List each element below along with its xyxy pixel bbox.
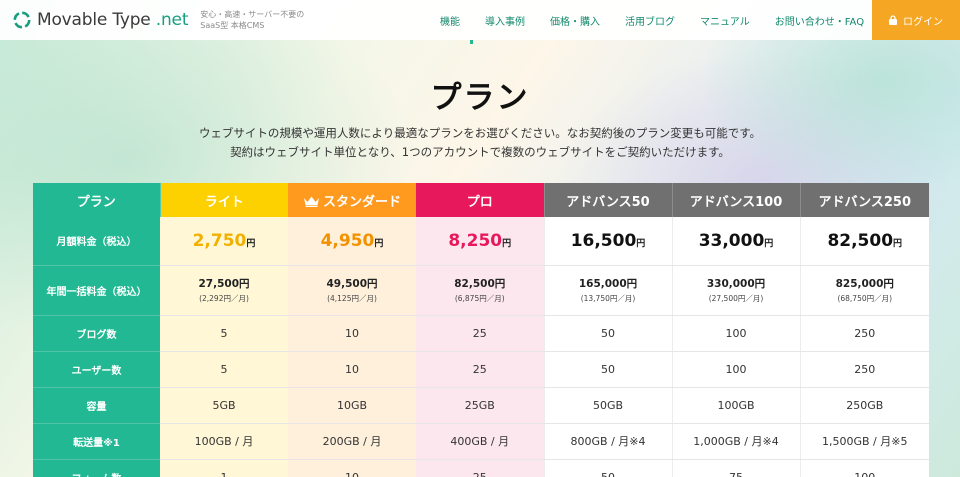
row-label: 容量 <box>33 387 160 424</box>
crown-icon <box>303 196 319 207</box>
table-cell: 800GB / 月※4 <box>543 423 672 460</box>
row-label: ブログ数 <box>33 315 160 352</box>
plan-name-advance50: アドバンス50 <box>543 183 672 217</box>
table-row: ユーザー数 5 10 25 50 100 250 <box>33 351 929 388</box>
annual-price: 49,500円 (4,125円／月) <box>288 265 416 316</box>
monthly-price: 4,950円 <box>320 230 384 251</box>
table-row: ブログ数 5 10 25 50 100 250 <box>33 315 929 352</box>
annual-price: 82,500円 (6,875円／月) <box>416 265 544 316</box>
table-cell: 400GB / 月 <box>416 423 544 460</box>
nav-active-marker <box>470 40 473 44</box>
row-label: フォーム数 <box>33 459 160 477</box>
row-label: 月額料金（税込） <box>33 217 160 266</box>
site-header: Movable Type .net 安心・高速・サーバー不要の SaaS型 本格… <box>0 0 960 40</box>
logo-text: Movable Type .net <box>37 10 189 30</box>
table-cell: 100 <box>671 315 800 352</box>
nav-blog[interactable]: 活用ブログ <box>625 16 675 28</box>
table-cell: 50 <box>543 351 672 388</box>
row-label: 年間一括料金（税込） <box>33 265 160 316</box>
nav-features[interactable]: 機能 <box>440 16 460 28</box>
nav-manual[interactable]: マニュアル <box>700 16 750 28</box>
annual-price: 27,500円 (2,292円／月) <box>160 265 288 316</box>
logo-icon <box>13 11 31 29</box>
table-cell: 250GB <box>799 387 929 424</box>
table-cell: 250 <box>799 315 929 352</box>
annual-price: 165,000円 (13,750円／月) <box>543 265 672 316</box>
login-label: ログイン <box>903 16 943 28</box>
table-cell: 25 <box>416 459 544 477</box>
nav-pricing[interactable]: 価格・購入 <box>550 16 600 28</box>
table-row: 年間一括料金（税込） 27,500円 (2,292円／月) 49,500円 (4,1… <box>33 265 929 316</box>
row-label: 転送量※1 <box>33 423 160 460</box>
monthly-price: 82,500円 <box>827 230 903 251</box>
table-cell: 1,500GB / 月※5 <box>799 423 929 460</box>
table-cell: 5 <box>160 351 288 388</box>
monthly-price: 2,750円 <box>192 230 256 251</box>
table-cell: 25 <box>416 351 544 388</box>
annual-price: 330,000円 (27,500円／月) <box>671 265 800 316</box>
monthly-price: 16,500円 <box>570 230 646 251</box>
table-cell: 25GB <box>416 387 544 424</box>
plan-table: プラン ライト スタンダード プロ アドバンス50 アドバンス100 アドバンス… <box>33 183 929 477</box>
table-cell: 100GB / 月 <box>160 423 288 460</box>
table-cell: 100GB <box>671 387 800 424</box>
tagline: 安心・高速・サーバー不要の SaaS型 本格CMS <box>200 10 305 30</box>
nav-contact-faq[interactable]: お問い合わせ・FAQ <box>774 16 865 28</box>
lock-icon <box>889 15 897 25</box>
table-cell: 1,000GB / 月※4 <box>671 423 800 460</box>
login-button[interactable]: ログイン <box>872 0 960 40</box>
table-row: フォーム数 1 10 25 50 75 100 <box>33 459 929 477</box>
plan-header-label: プラン <box>33 183 161 217</box>
table-row: 転送量※1 100GB / 月 200GB / 月 400GB / 月 800G… <box>33 423 929 460</box>
table-cell: 75 <box>671 459 800 477</box>
table-cell: 1 <box>160 459 288 477</box>
table-cell: 200GB / 月 <box>288 423 416 460</box>
table-row: 容量 5GB 10GB 25GB 50GB 100GB 250GB <box>33 387 929 424</box>
table-cell: 50GB <box>543 387 672 424</box>
annual-price: 825,000円 (68,750円／月) <box>799 265 929 316</box>
plan-header-row: プラン ライト スタンダード プロ アドバンス50 アドバンス100 アドバンス… <box>33 183 929 217</box>
table-cell: 10 <box>288 459 416 477</box>
plan-name-lite: ライト <box>160 183 288 217</box>
site-logo[interactable]: Movable Type .net <box>12 10 188 30</box>
table-cell: 250 <box>799 351 929 388</box>
page-title: プラン <box>430 80 530 116</box>
table-cell: 10 <box>288 351 416 388</box>
page-lead: ウェブサイトの規模や運用人数により最適なプランをお選びください。なお契約後のプラ… <box>198 126 762 159</box>
plan-name-advance250: アドバンス250 <box>799 183 929 217</box>
monthly-price: 8,250円 <box>448 230 512 251</box>
table-cell: 10GB <box>288 387 416 424</box>
plan-name-standard: スタンダード <box>288 183 416 217</box>
table-cell: 5GB <box>160 387 288 424</box>
main-nav: 機能 導入事例 価格・購入 活用ブログ マニュアル お問い合わせ・FAQ <box>440 0 889 40</box>
table-cell: 50 <box>543 459 672 477</box>
nav-case-studies[interactable]: 導入事例 <box>485 16 525 28</box>
monthly-price: 33,000円 <box>698 230 774 251</box>
table-cell: 100 <box>671 351 800 388</box>
table-cell: 10 <box>288 315 416 352</box>
plan-name-advance100: アドバンス100 <box>671 183 800 217</box>
plan-name-pro: プロ <box>416 183 544 217</box>
table-cell: 100 <box>799 459 929 477</box>
table-row: 月額料金（税込） 2,750円 4,950円 8,250円 16,500円 33… <box>33 217 929 266</box>
table-cell: 25 <box>416 315 544 352</box>
table-cell: 50 <box>543 315 672 352</box>
row-label: ユーザー数 <box>33 351 160 388</box>
table-cell: 5 <box>160 315 288 352</box>
